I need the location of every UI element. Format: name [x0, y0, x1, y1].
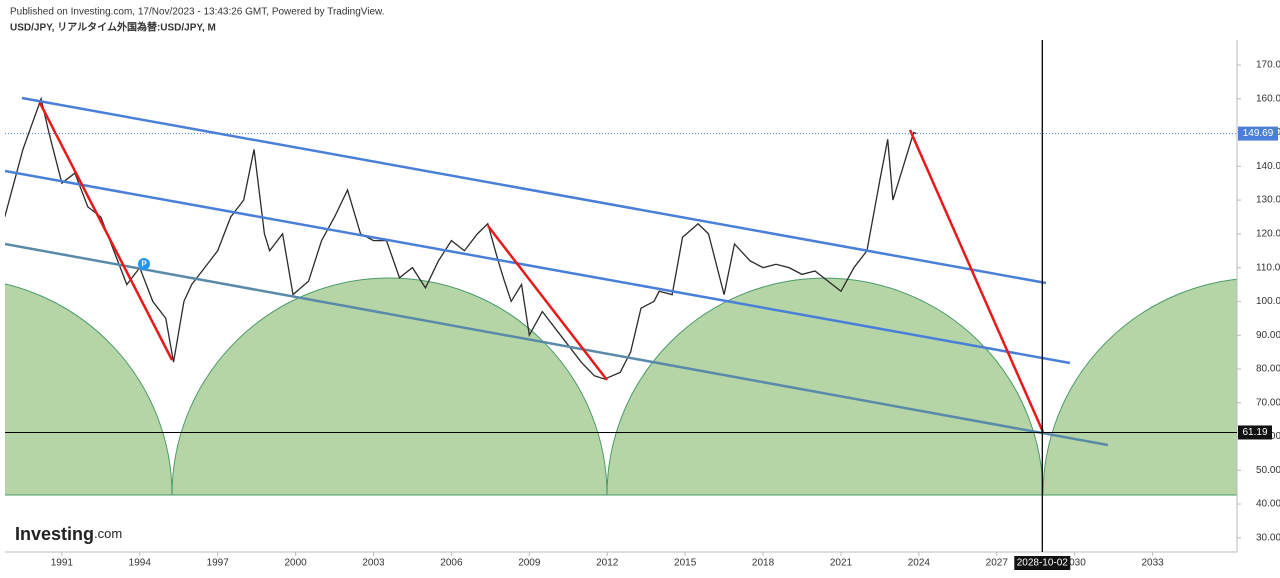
- badge-label: P: [141, 260, 147, 269]
- last-price-box: [1238, 126, 1278, 141]
- y-tick-label: 120.00: [1256, 228, 1280, 239]
- logo-brand: Investing: [15, 524, 94, 544]
- x-tick-label: 2015: [674, 558, 697, 569]
- y-tick-label: 160.00: [1256, 93, 1280, 104]
- arc: [5, 283, 173, 496]
- red-line: [908, 129, 1045, 433]
- drawings: [5, 96, 1237, 496]
- x-tick-label: 2012: [596, 558, 619, 569]
- target-date-box: [1014, 556, 1071, 570]
- target-price-box: [1238, 425, 1272, 440]
- y-tick-label: 50.00: [1256, 465, 1280, 476]
- y-tick-label: 130.00: [1256, 195, 1280, 206]
- y-tick-label: 90.00: [1256, 330, 1280, 341]
- channel-line: [21, 96, 1047, 285]
- arc: [1042, 278, 1237, 496]
- x-tick-label: 2027: [986, 558, 1009, 569]
- x-tick-label: 1991: [51, 558, 74, 569]
- y-tick-label: 110.00: [1256, 262, 1280, 273]
- x-tick-label: 2030: [1064, 558, 1087, 569]
- symbol-title: USD/JPY, リアルタイム外国為替:USD/JPY, M: [10, 21, 216, 34]
- x-tick-label: 2021: [830, 558, 853, 569]
- arc: [171, 277, 608, 496]
- x-tick-label: 1997: [207, 558, 230, 569]
- y-tick-label: 80.00: [1256, 364, 1280, 375]
- x-tick-label: 1994: [129, 558, 152, 569]
- target-date-label: 2028-10-02: [1017, 558, 1069, 569]
- y-tick-label: 170.00: [1256, 60, 1280, 71]
- logo-suffix: .com: [94, 526, 122, 541]
- y-tick-label: 40.00: [1256, 499, 1280, 510]
- arc: [606, 277, 1044, 496]
- badge: [138, 258, 150, 270]
- x-tick-label: 2009: [518, 558, 541, 569]
- price-line: [5, 96, 917, 380]
- target-price-label: 61.19: [1242, 427, 1267, 438]
- channel-line: [5, 242, 1109, 447]
- x-tick-label: 2003: [362, 558, 385, 569]
- y-tick-label: 30.00: [1256, 532, 1280, 543]
- last-price-label: 149.69: [1243, 128, 1274, 139]
- channel-line: [5, 169, 1071, 365]
- series-layer: [5, 96, 917, 380]
- logo: Investing.com: [15, 524, 122, 544]
- y-tick-label: 140.00: [1256, 161, 1280, 172]
- published-note: Published on Investing.com, 17/Nov/2023 …: [10, 7, 384, 18]
- red-line: [38, 102, 174, 361]
- x-tick-label: 2024: [908, 558, 931, 569]
- arcs: [5, 277, 1237, 496]
- x-tick-label: 2006: [440, 558, 463, 569]
- x-tick-label: 2000: [284, 558, 307, 569]
- x-tick-label: 2033: [1141, 558, 1164, 569]
- y-tick-label: 100.00: [1256, 296, 1280, 307]
- red-line: [487, 225, 608, 381]
- y-tick-label: 70.00: [1256, 397, 1280, 408]
- x-tick-label: 2018: [752, 558, 775, 569]
